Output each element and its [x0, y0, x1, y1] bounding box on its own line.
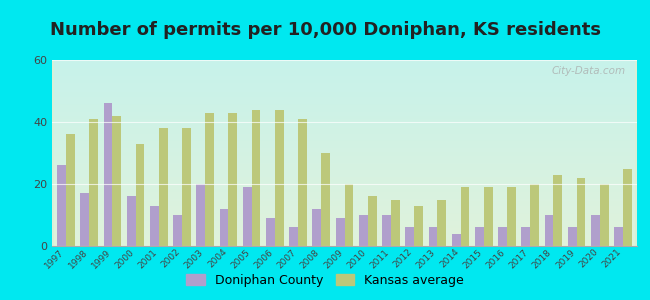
Bar [623, 169, 632, 246]
Bar [452, 234, 461, 246]
Bar [66, 134, 75, 246]
Bar [220, 209, 228, 246]
Bar [313, 209, 321, 246]
Bar [382, 215, 391, 246]
Bar [600, 184, 608, 246]
Bar [159, 128, 168, 246]
Bar [507, 187, 516, 246]
Bar [275, 110, 283, 246]
Bar [228, 113, 237, 246]
Text: Number of permits per 10,000 Doniphan, KS residents: Number of permits per 10,000 Doniphan, K… [49, 21, 601, 39]
Bar [553, 175, 562, 246]
Bar [521, 227, 530, 246]
Bar [359, 215, 368, 246]
Bar [475, 227, 484, 246]
Bar [530, 184, 539, 246]
Bar [437, 200, 446, 246]
Bar [368, 196, 376, 246]
Text: City-Data.com: City-Data.com [551, 66, 625, 76]
Bar [391, 200, 400, 246]
Bar [136, 144, 144, 246]
Bar [498, 227, 507, 246]
Legend: Doniphan County, Kansas average: Doniphan County, Kansas average [182, 270, 468, 291]
Bar [103, 103, 112, 246]
Bar [428, 227, 437, 246]
Bar [252, 110, 261, 246]
Bar [127, 196, 136, 246]
Bar [484, 187, 493, 246]
Bar [577, 178, 586, 246]
Bar [591, 215, 600, 246]
Bar [150, 206, 159, 246]
Bar [89, 119, 98, 246]
Bar [335, 218, 345, 246]
Bar [57, 165, 66, 246]
Bar [81, 193, 89, 246]
Bar [243, 187, 252, 246]
Bar [614, 227, 623, 246]
Bar [266, 218, 275, 246]
Bar [112, 116, 121, 246]
Bar [182, 128, 191, 246]
Bar [321, 153, 330, 246]
Bar [173, 215, 182, 246]
Bar [196, 184, 205, 246]
Bar [568, 227, 577, 246]
Bar [289, 227, 298, 246]
Bar [545, 215, 553, 246]
Bar [406, 227, 414, 246]
Bar [298, 119, 307, 246]
Bar [461, 187, 469, 246]
Bar [344, 184, 354, 246]
Bar [205, 113, 214, 246]
Bar [414, 206, 423, 246]
